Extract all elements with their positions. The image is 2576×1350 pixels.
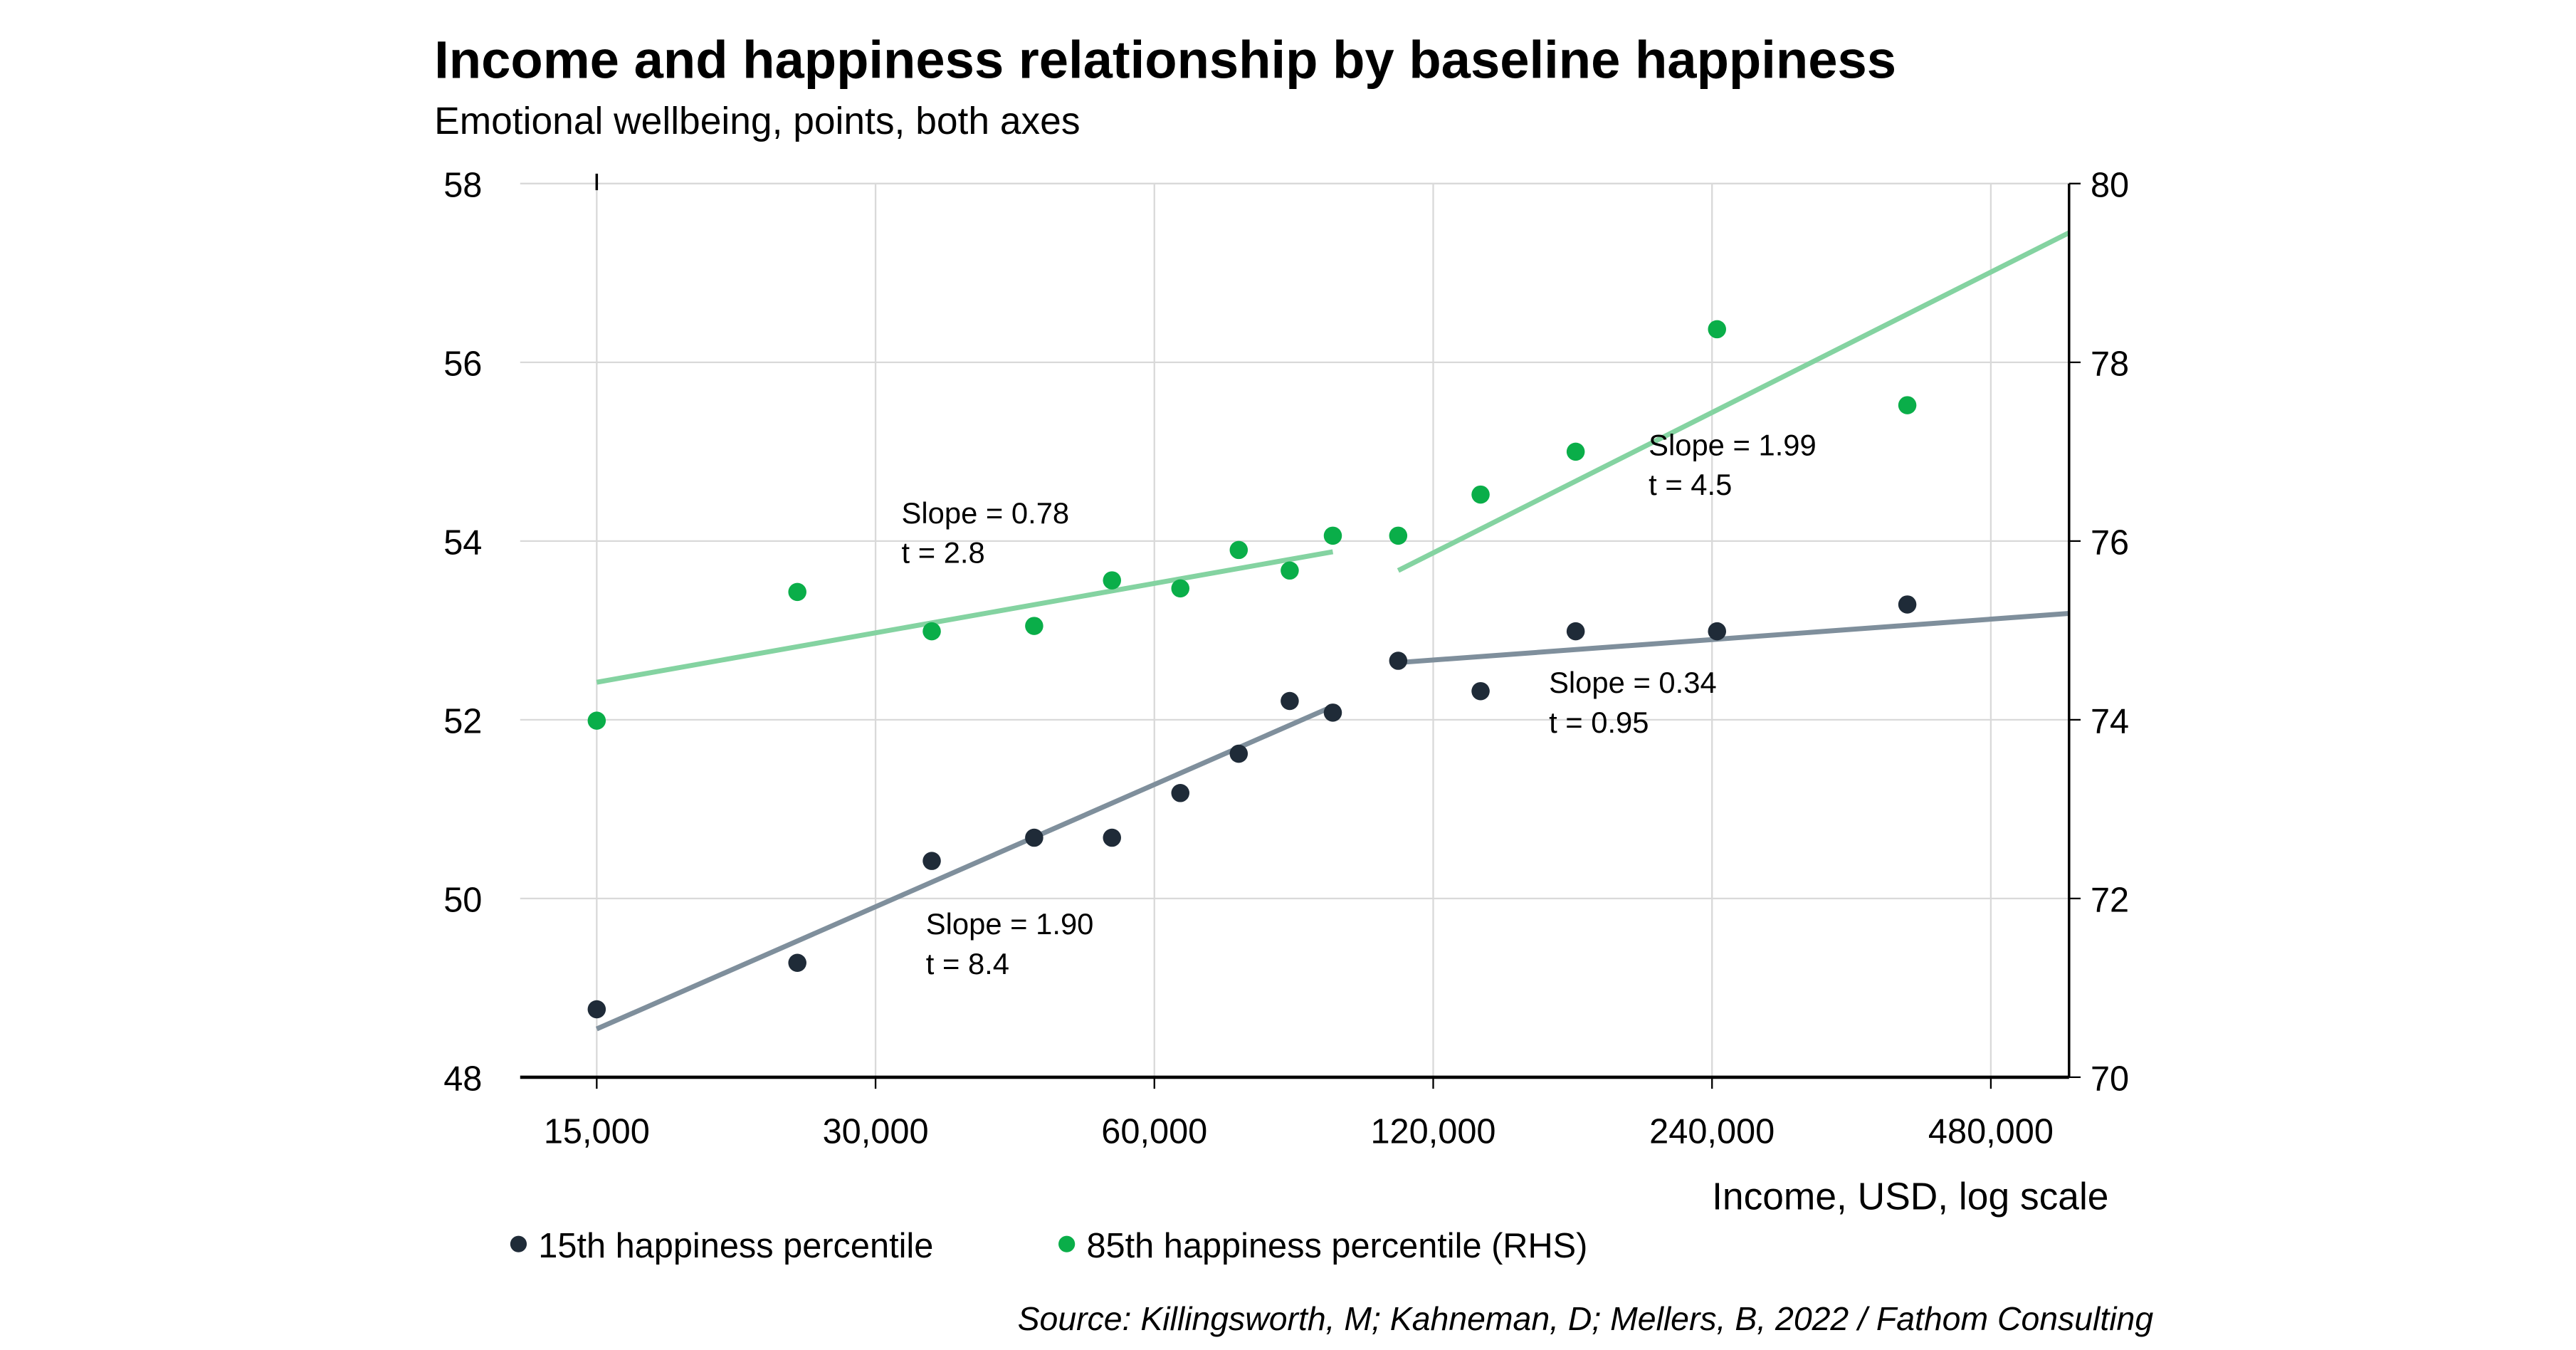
point-15th-percentile xyxy=(1171,784,1190,802)
legend: 15th happiness percentile 85th happiness… xyxy=(510,1227,1587,1265)
y-left-tick-label: 52 xyxy=(443,702,482,741)
y-right-tick-label: 72 xyxy=(2091,881,2129,919)
point-85th-percentile xyxy=(1389,526,1408,545)
y-right-tick-label: 70 xyxy=(2091,1059,2129,1098)
point-15th-percentile xyxy=(788,953,806,973)
grid xyxy=(520,182,2069,1077)
fit-line xyxy=(1397,230,2071,573)
point-15th-percentile xyxy=(1708,622,1726,641)
fit-line xyxy=(595,703,1334,1032)
slope-annotation: t = 4.5 xyxy=(1649,468,1732,501)
legend-marker-15th xyxy=(510,1235,527,1252)
y-left-tick-label: 56 xyxy=(443,345,482,383)
slope-annotation: t = 2.8 xyxy=(902,535,985,569)
point-85th-percentile xyxy=(587,711,606,730)
y-right-tick-label: 76 xyxy=(2091,523,2129,562)
point-15th-percentile xyxy=(587,1000,606,1019)
point-85th-percentile xyxy=(922,622,941,641)
point-85th-percentile xyxy=(1323,526,1342,545)
point-15th-percentile xyxy=(1025,828,1043,847)
legend-label-15th: 15th happiness percentile xyxy=(538,1227,933,1265)
legend-label-85th: 85th happiness percentile (RHS) xyxy=(1086,1227,1587,1265)
y-right-tick-label: 78 xyxy=(2091,345,2129,383)
fit-lines xyxy=(595,230,2071,1032)
annotations: Slope = 1.90 t = 8.4 Slope = 0.34 t = 0.95 S… xyxy=(902,428,1817,980)
fit-line xyxy=(596,549,1334,685)
axes: 48 70 50 72 52 74 54 76 56 78 58 80 15,000 30,000 60,0… xyxy=(443,166,2129,1151)
point-15th-percentile xyxy=(1566,622,1585,641)
y-left-tick-label: 48 xyxy=(443,1059,482,1098)
point-85th-percentile xyxy=(1103,571,1121,590)
point-85th-percentile xyxy=(1708,320,1726,339)
point-85th-percentile xyxy=(1025,617,1043,635)
x-tick-label: 120,000 xyxy=(1370,1113,1495,1151)
point-85th-percentile xyxy=(1229,540,1248,560)
point-85th-percentile xyxy=(1281,561,1299,580)
y-right-tick-label: 74 xyxy=(2091,702,2129,741)
chart-title: Income and happiness relationship by bas… xyxy=(434,30,1896,89)
slope-annotation: Slope = 1.99 xyxy=(1649,428,1817,461)
slope-annotation: t = 0.95 xyxy=(1549,706,1649,739)
slope-annotation: Slope = 0.78 xyxy=(902,496,1070,530)
fit-line xyxy=(1398,611,2070,666)
x-tick-label: 240,000 xyxy=(1649,1113,1775,1151)
data-points xyxy=(587,320,1917,1019)
y-left-tick-label: 58 xyxy=(443,166,482,204)
point-15th-percentile xyxy=(1229,744,1248,763)
slope-annotation: t = 8.4 xyxy=(926,947,1009,980)
point-85th-percentile xyxy=(1898,396,1917,414)
point-15th-percentile xyxy=(1323,703,1342,722)
x-tick-label: 60,000 xyxy=(1101,1113,1207,1151)
point-15th-percentile xyxy=(1281,691,1299,711)
chart-subtitle: Emotional wellbeing, points, both axes xyxy=(434,100,1080,142)
y-right-tick-label: 80 xyxy=(2091,166,2129,204)
point-85th-percentile xyxy=(1566,442,1585,461)
y-left-tick-label: 50 xyxy=(443,881,482,919)
source-note: Source: Killingsworth, M; Kahneman, D; M… xyxy=(1018,1300,2154,1337)
x-tick-label: 30,000 xyxy=(823,1113,929,1151)
point-85th-percentile xyxy=(1171,579,1190,598)
x-tick-label: 15,000 xyxy=(544,1113,650,1151)
slope-annotation: Slope = 0.34 xyxy=(1549,666,1717,699)
point-15th-percentile xyxy=(922,852,941,870)
point-85th-percentile xyxy=(788,582,806,602)
x-axis-label: Income, USD, log scale xyxy=(1712,1176,2108,1218)
point-15th-percentile xyxy=(1471,681,1490,701)
point-15th-percentile xyxy=(1898,595,1917,614)
legend-marker-85th xyxy=(1058,1235,1076,1252)
slope-annotation: Slope = 1.90 xyxy=(926,907,1094,941)
y-left-tick-label: 54 xyxy=(443,523,482,562)
point-15th-percentile xyxy=(1103,828,1121,847)
point-15th-percentile xyxy=(1389,652,1408,670)
point-85th-percentile xyxy=(1471,485,1490,504)
x-tick-label: 480,000 xyxy=(1928,1113,2054,1151)
